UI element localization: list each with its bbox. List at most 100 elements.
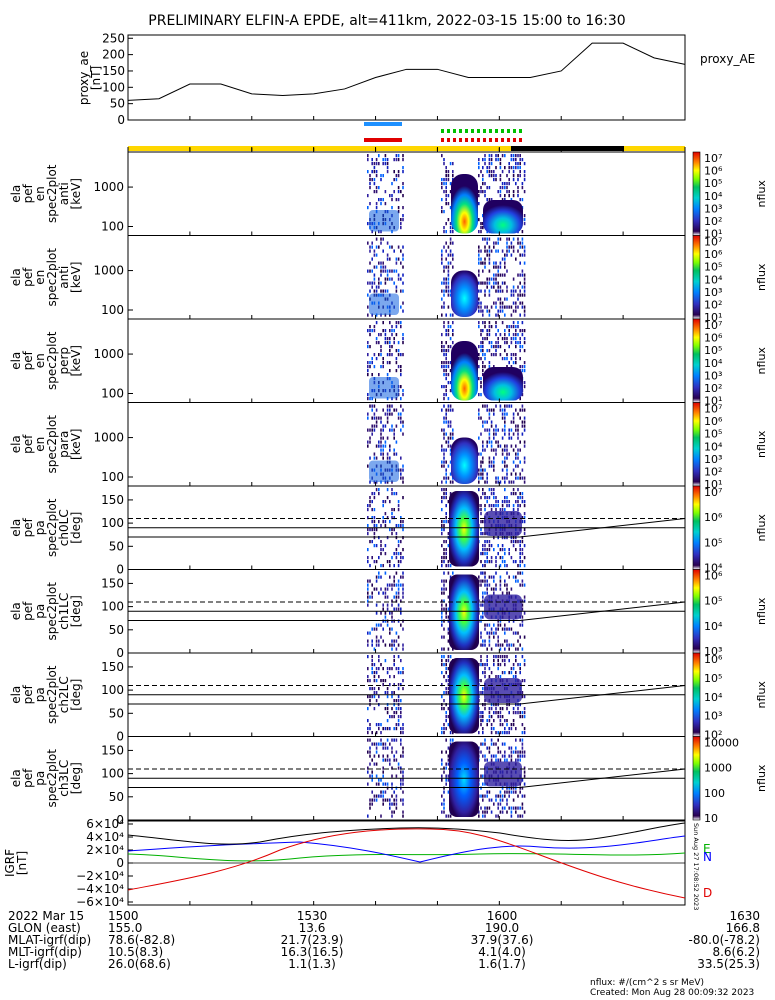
spectrogram-pixel (519, 313, 521, 317)
spectrogram-pixel (515, 810, 517, 814)
spectrogram-pixel (515, 671, 517, 675)
spectrogram-pixel (478, 218, 480, 222)
spectrogram-pixel (478, 480, 480, 484)
spectrogram-pixel (512, 301, 515, 305)
energy-spectrum-blob (451, 174, 478, 234)
spectrogram-pixel (395, 178, 398, 182)
spectrogram-pixel (393, 448, 395, 452)
spectrogram-pixel (523, 556, 526, 560)
spectrogram-pixel (488, 281, 491, 285)
spectrogram-pixel (395, 532, 398, 536)
spectrogram-pixel (515, 492, 517, 496)
spectrogram-pixel (478, 261, 480, 265)
loss-cone-line-lower (128, 601, 686, 622)
spectrogram-pixel (400, 404, 402, 408)
spectrogram-pixel (517, 464, 519, 468)
spectrogram-pixel (402, 687, 404, 691)
spectrogram-pixel (378, 341, 380, 345)
spectrogram-pixel (480, 281, 482, 285)
spectrogram-pixel (447, 293, 450, 297)
spectrogram-pixel (393, 675, 395, 679)
spectrogram-pixel (523, 337, 526, 341)
spectrogram-pixel (367, 524, 369, 528)
spectrogram-pixel (521, 492, 524, 496)
spectrogram-pixel (447, 647, 450, 651)
spectrogram-pixel (393, 639, 395, 643)
spectrogram-pixel (380, 544, 382, 548)
spectrogram-pixel (393, 249, 395, 253)
spectrogram-pixel (367, 679, 369, 683)
spectrogram-pixel (488, 174, 491, 178)
spectrogram-pixel (523, 245, 526, 249)
spectrogram-pixel (512, 480, 515, 484)
colorbar-tick-label: 10⁴ (704, 273, 723, 286)
spectrogram-pixel (482, 711, 484, 715)
spectrogram-pixel (521, 245, 524, 249)
spectrogram-pixel (380, 313, 382, 317)
spectrogram-pixel (506, 285, 508, 289)
spectrogram-pixel (523, 444, 526, 448)
spectrogram-pixel (445, 782, 447, 786)
spectrogram-pixel (386, 667, 389, 671)
spectrogram-pixel (402, 424, 404, 428)
spectrogram-pixel (391, 695, 393, 699)
spectrogram-pixel (384, 595, 387, 599)
spectrogram-pixel (384, 277, 387, 281)
spectrogram-pixel (441, 774, 443, 778)
spectrogram-pixel (447, 571, 450, 575)
panel-ytick-label: 0 (116, 813, 124, 827)
spectrogram-pixel (367, 727, 369, 731)
spectrogram-pixel (373, 695, 376, 699)
spectrogram-pixel (504, 480, 506, 484)
spectrogram-pixel (378, 571, 380, 575)
spectrogram-pixel (441, 210, 443, 214)
spectrogram-pixel (386, 746, 389, 750)
spectrogram-pixel (521, 540, 524, 544)
spectrogram-pixel (371, 758, 373, 762)
spectrogram-pixel (508, 237, 510, 241)
spectrogram-pixel (484, 194, 486, 198)
spectrogram-pixel (391, 333, 393, 337)
spectrogram-pixel (501, 301, 504, 305)
spectrogram-pixel (510, 754, 513, 758)
spectrogram-pixel (517, 249, 519, 253)
panel-ylabel-line: [deg] (69, 512, 83, 544)
spectrogram-pixel (482, 226, 484, 230)
spectrogram-pixel (373, 166, 376, 170)
spectrogram-pixel (515, 727, 517, 731)
panel-ylabel-line: [deg] (69, 679, 83, 711)
colorbar-label: nflux (755, 514, 768, 542)
spectrogram-pixel (515, 158, 517, 162)
spectrogram-pixel (393, 341, 395, 345)
spectrogram-pixel (493, 703, 495, 707)
spectrogram-pixel (510, 627, 513, 631)
spectrogram-pixel (501, 273, 504, 277)
spectrogram-pixel (441, 731, 443, 735)
spectrogram-pixel (515, 647, 517, 651)
spectrogram-pixel (506, 241, 508, 245)
spectrogram-pixel (504, 742, 506, 746)
spectrogram-pixel (382, 548, 384, 552)
spectrogram-pixel (367, 560, 369, 564)
spectrogram-pixel (523, 381, 526, 385)
spectrogram-pixel (402, 575, 404, 579)
spectrogram-pixel (523, 253, 526, 257)
spectrogram-pixel (521, 158, 524, 162)
spectrogram-pixel (443, 548, 445, 552)
panel-frame (127, 736, 686, 821)
spectrogram-pixel (493, 496, 495, 500)
spectrogram-pixel (484, 560, 486, 564)
spectrogram-pixel (441, 253, 443, 257)
spectrogram-pixel (373, 798, 376, 802)
spectrogram-pixel (495, 345, 497, 349)
spectrogram-pixel (367, 528, 369, 532)
spectrogram-pixel (373, 520, 376, 524)
spectrogram-pixel (521, 432, 524, 436)
spectrogram-pixel (484, 158, 486, 162)
spectrogram-pixel (488, 325, 491, 329)
spectrogram-pixel (499, 587, 502, 591)
spectrogram-pixel (400, 456, 402, 460)
spectrogram-pixel (482, 281, 484, 285)
spectrogram-pixel (441, 659, 443, 663)
